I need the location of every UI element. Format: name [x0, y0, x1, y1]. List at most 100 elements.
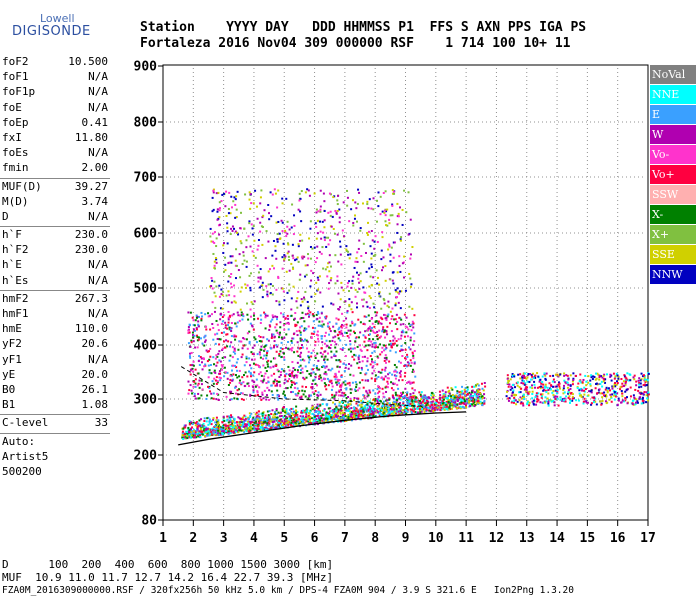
grid-dot	[283, 112, 285, 113]
grid-dot	[526, 268, 528, 269]
echo-point	[420, 410, 423, 413]
echo-point	[191, 423, 194, 426]
grid-dot	[253, 76, 255, 77]
grid-dot	[182, 344, 183, 346]
grid-dot	[638, 454, 639, 456]
echo-point	[311, 412, 314, 415]
echo-point	[405, 409, 408, 412]
grid-dot	[192, 144, 194, 145]
echo-point	[181, 436, 184, 439]
grid-dot	[617, 436, 619, 437]
grid-dot	[495, 252, 497, 253]
param-row: h`E N/A	[0, 258, 112, 273]
grid-dot	[435, 464, 437, 465]
grid-dot	[554, 287, 555, 289]
grid-dot	[223, 212, 225, 213]
grid-dot	[405, 220, 406, 221]
grid-dot	[374, 288, 376, 289]
echo-point	[455, 404, 458, 407]
echo-point	[257, 413, 260, 416]
grid-dot	[344, 308, 346, 309]
grid-dot	[192, 352, 194, 353]
echo-point	[293, 374, 296, 377]
grid-dot	[374, 428, 376, 429]
grid-dot	[405, 344, 406, 345]
echo-point	[243, 430, 246, 433]
grid-dot	[435, 96, 437, 97]
grid-dot	[314, 132, 316, 133]
echo-point	[413, 394, 416, 397]
grid-dot	[405, 512, 406, 513]
echo-point	[451, 399, 454, 402]
echo-point	[378, 414, 381, 417]
grid-dot	[178, 344, 179, 346]
grid-dot	[192, 128, 194, 129]
echo-point	[272, 424, 275, 427]
echo-point	[308, 358, 311, 361]
grid-dot	[435, 396, 437, 397]
echo-point	[479, 392, 482, 395]
grid-dot	[465, 272, 467, 273]
echo-point	[376, 399, 379, 402]
grid-dot	[465, 380, 467, 381]
grid-dot	[495, 112, 497, 113]
grid-dot	[586, 268, 588, 269]
grid-dot	[618, 454, 619, 456]
grid-dot	[394, 232, 395, 234]
echo-point	[266, 418, 269, 421]
echo-point	[454, 386, 457, 389]
grid-dot	[344, 324, 346, 325]
grid-dot	[538, 454, 539, 456]
grid-dot	[192, 84, 194, 85]
echo-point	[349, 403, 352, 406]
grid-dot	[283, 404, 285, 405]
grid-dot	[322, 344, 323, 346]
echo-point	[445, 400, 448, 403]
grid-dot	[192, 140, 194, 141]
param-name: MUF(D)	[2, 179, 42, 193]
grid-dot	[435, 76, 437, 77]
echo-point	[211, 429, 214, 432]
grid-dot	[223, 368, 225, 369]
echo-point	[247, 422, 250, 425]
grid-dot	[526, 432, 528, 433]
grid-dot	[617, 104, 619, 105]
grid-dot	[478, 232, 479, 234]
echo-point	[417, 401, 420, 404]
grid-dot	[526, 200, 528, 201]
grid-dot	[283, 384, 285, 385]
grid-dot	[465, 488, 467, 489]
grid-dot	[344, 272, 346, 273]
echo-point	[444, 395, 447, 398]
grid-dot	[344, 184, 346, 185]
grid-dot	[192, 224, 194, 225]
grid-dot	[178, 454, 179, 456]
grid-dot	[238, 176, 239, 178]
grid-dot	[586, 216, 588, 217]
grid-dot	[556, 296, 558, 297]
grid-dot	[374, 80, 376, 81]
grid-dot	[617, 172, 619, 173]
grid-dot	[495, 444, 497, 445]
echo-point	[372, 415, 375, 418]
grid-dot	[617, 424, 619, 425]
grid-dot	[556, 196, 558, 197]
grid-dot	[526, 328, 528, 329]
grid-dot	[223, 312, 225, 313]
grid-dot	[230, 287, 231, 289]
grid-dot	[435, 88, 437, 89]
grid-dot	[466, 344, 467, 346]
echo-point	[190, 431, 193, 434]
echo-point	[401, 403, 404, 406]
grid-dot	[344, 284, 346, 285]
echo-point	[247, 427, 250, 430]
echo-point	[259, 427, 262, 430]
grid-dot	[253, 296, 255, 297]
grid-dot	[344, 512, 346, 513]
grid-dot	[590, 454, 591, 456]
grid-dot	[638, 287, 639, 289]
grid-dot	[283, 280, 285, 281]
grid-dot	[435, 220, 437, 221]
echo-point	[232, 426, 235, 429]
echo-point	[238, 426, 241, 429]
